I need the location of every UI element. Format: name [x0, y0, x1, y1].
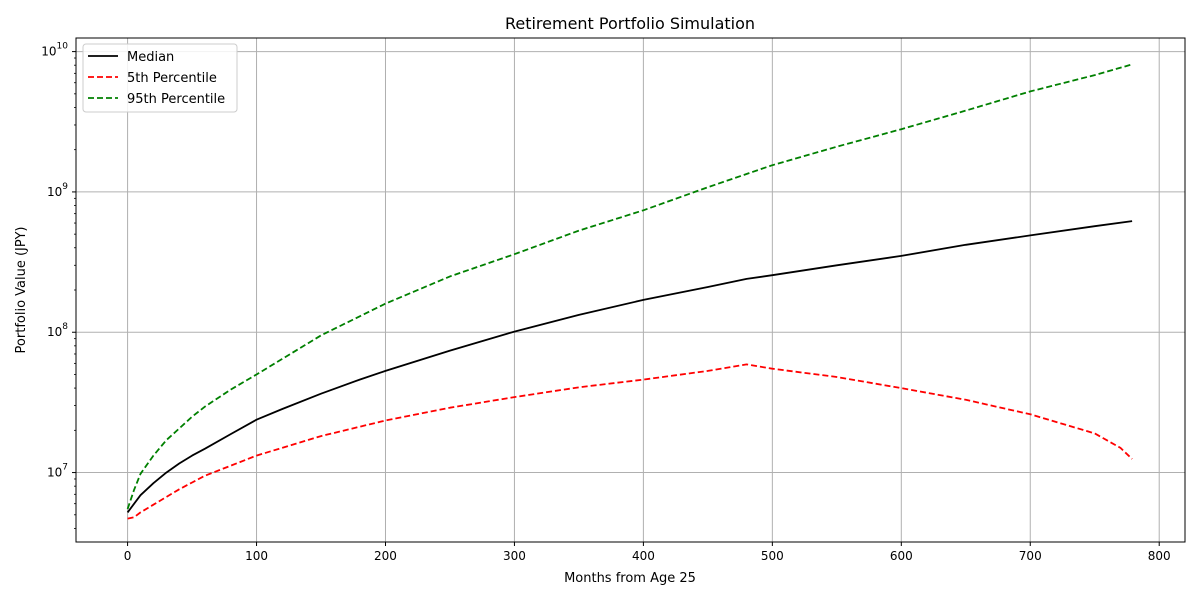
x-tick-label: 200 [374, 549, 397, 563]
y-tick-base: 10 [47, 325, 62, 339]
y-axis-label: Portfolio Value (JPY) [14, 227, 29, 354]
y-tick-exponent: 8 [62, 322, 68, 332]
chart-title: Retirement Portfolio Simulation [505, 14, 755, 33]
y-tick-exponent: 10 [57, 42, 69, 52]
y-tick-base: 10 [41, 45, 56, 59]
x-axis-label: Months from Age 25 [564, 571, 696, 586]
x-tick-label: 100 [245, 549, 268, 563]
x-tick-label: 500 [761, 549, 784, 563]
y-tick-exponent: 7 [62, 463, 68, 473]
x-tick-label: 0 [124, 549, 132, 563]
series-layer [126, 63, 1133, 520]
y-tick-label: 107 [47, 463, 68, 480]
series-line-95th-percentile [126, 63, 1133, 510]
series-line-5th-percentile [127, 363, 1133, 520]
plot-frame [75, 37, 1186, 543]
y-tick-label: 109 [47, 182, 68, 199]
legend-label: 5th Percentile [127, 71, 217, 86]
y-tick-label: 1010 [41, 42, 68, 59]
x-tick-label: 600 [890, 549, 913, 563]
x-tick-label: 300 [503, 549, 526, 563]
series-line-median [126, 220, 1133, 513]
y-tick-label: 108 [47, 322, 68, 339]
x-tick-label: 400 [632, 549, 655, 563]
legend-label: 95th Percentile [127, 92, 225, 107]
grid-lines [76, 38, 1185, 542]
y-tick-exponent: 9 [62, 182, 68, 192]
legend-label: Median [127, 50, 174, 65]
x-tick-label: 800 [1148, 549, 1171, 563]
legend-box [82, 43, 238, 113]
y-tick-base: 10 [47, 466, 62, 480]
y-tick-base: 10 [47, 185, 62, 199]
legend: Median 5th Percentile 95th Percentile [82, 43, 238, 113]
x-tick-label: 700 [1019, 549, 1042, 563]
